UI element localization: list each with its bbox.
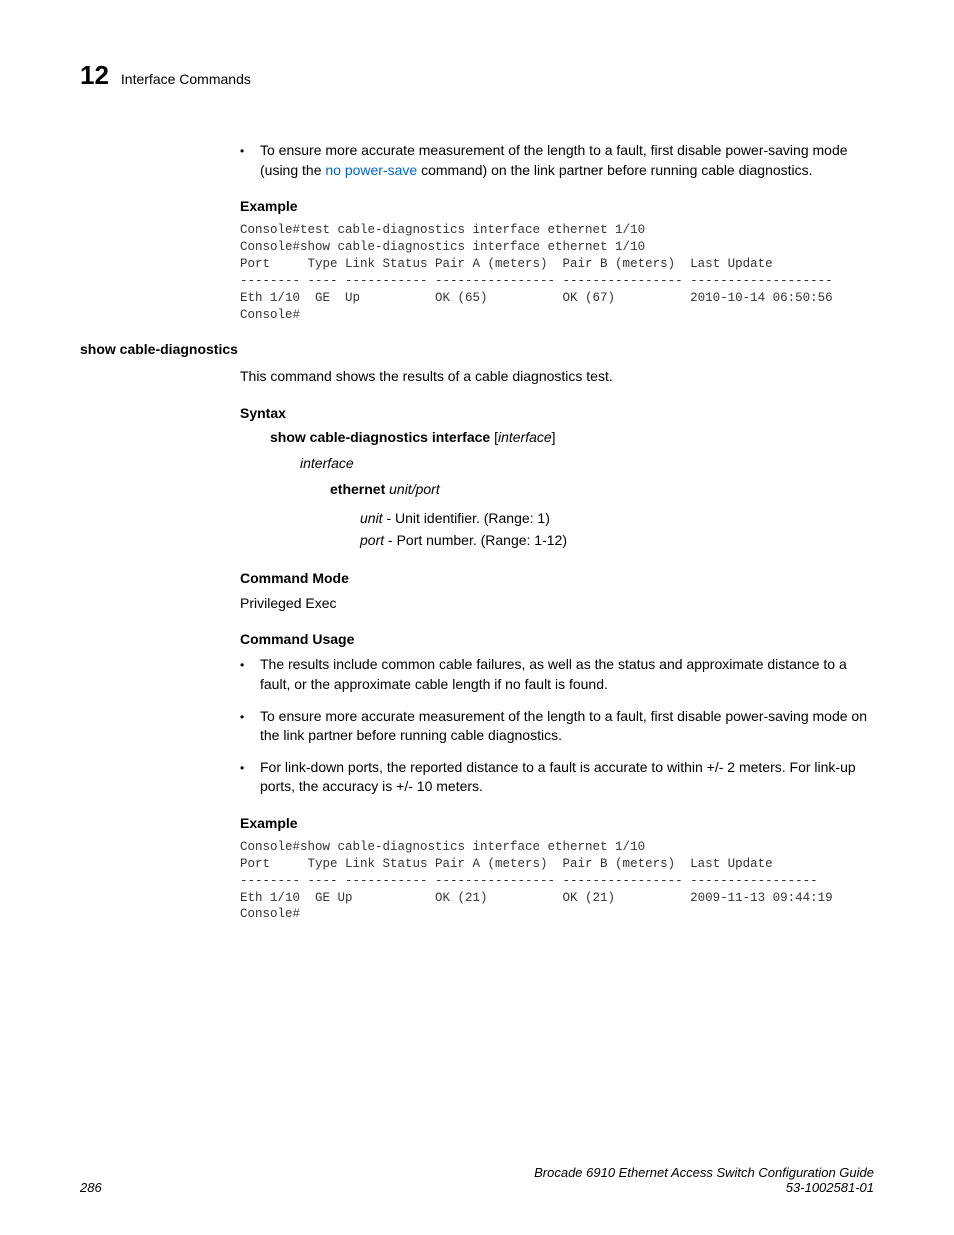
page: 12 Interface Commands • To ensure more a… <box>0 0 954 1235</box>
page-footer: 286 Brocade 6910 Ethernet Access Switch … <box>80 1165 874 1195</box>
intro-section: • To ensure more accurate measurement of… <box>240 141 874 323</box>
example1-code: Console#test cable-diagnostics interface… <box>240 222 874 323</box>
example2-heading: Example <box>240 815 874 831</box>
syntax-heading: Syntax <box>240 405 874 421</box>
command-name: show cable-diagnostics <box>80 341 874 357</box>
command-description: This command shows the results of a cabl… <box>240 367 874 387</box>
mode-value: Privileged Exec <box>240 594 874 614</box>
bullet-icon: • <box>240 655 260 694</box>
syntax-unit-port: unit - Unit identifier. (Range: 1) port … <box>360 507 874 552</box>
command-body: This command shows the results of a cabl… <box>240 367 874 923</box>
bullet-icon: • <box>240 707 260 746</box>
bullet-icon: • <box>240 141 260 180</box>
syntax-subparam-ethernet: ethernet unit/port <box>330 481 874 497</box>
footer-doc-info: Brocade 6910 Ethernet Access Switch Conf… <box>534 1165 874 1195</box>
chapter-title: Interface Commands <box>121 71 251 87</box>
bullet-text: To ensure more accurate measurement of t… <box>260 141 874 180</box>
command-section: show cable-diagnostics <box>80 341 874 357</box>
syntax-command: show cable-diagnostics interface [interf… <box>270 429 874 445</box>
bullet-icon: • <box>240 758 260 797</box>
usage-bullet-2: • For link-down ports, the reported dist… <box>240 758 874 797</box>
usage-heading: Command Usage <box>240 631 874 647</box>
doc-title: Brocade 6910 Ethernet Access Switch Conf… <box>534 1165 874 1180</box>
usage-bullet-1: • To ensure more accurate measurement of… <box>240 707 874 746</box>
syntax-unit: unit - Unit identifier. (Range: 1) <box>360 507 874 529</box>
usage-bullet-0: • The results include common cable failu… <box>240 655 874 694</box>
intro-bullet: • To ensure more accurate measurement of… <box>240 141 874 180</box>
bullet-text: The results include common cable failure… <box>260 655 874 694</box>
power-save-link[interactable]: no power-save <box>325 162 417 178</box>
syntax-port: port - Port number. (Range: 1-12) <box>360 529 874 551</box>
chapter-number: 12 <box>80 60 109 91</box>
doc-id: 53-1002581-01 <box>534 1180 874 1195</box>
bullet-text: To ensure more accurate measurement of t… <box>260 707 874 746</box>
bullet-text: For link-down ports, the reported distan… <box>260 758 874 797</box>
page-number: 286 <box>80 1180 102 1195</box>
syntax-param-interface: interface <box>300 455 874 471</box>
example1-heading: Example <box>240 198 874 214</box>
page-header: 12 Interface Commands <box>80 60 874 91</box>
example2-code: Console#show cable-diagnostics interface… <box>240 839 874 923</box>
mode-heading: Command Mode <box>240 570 874 586</box>
